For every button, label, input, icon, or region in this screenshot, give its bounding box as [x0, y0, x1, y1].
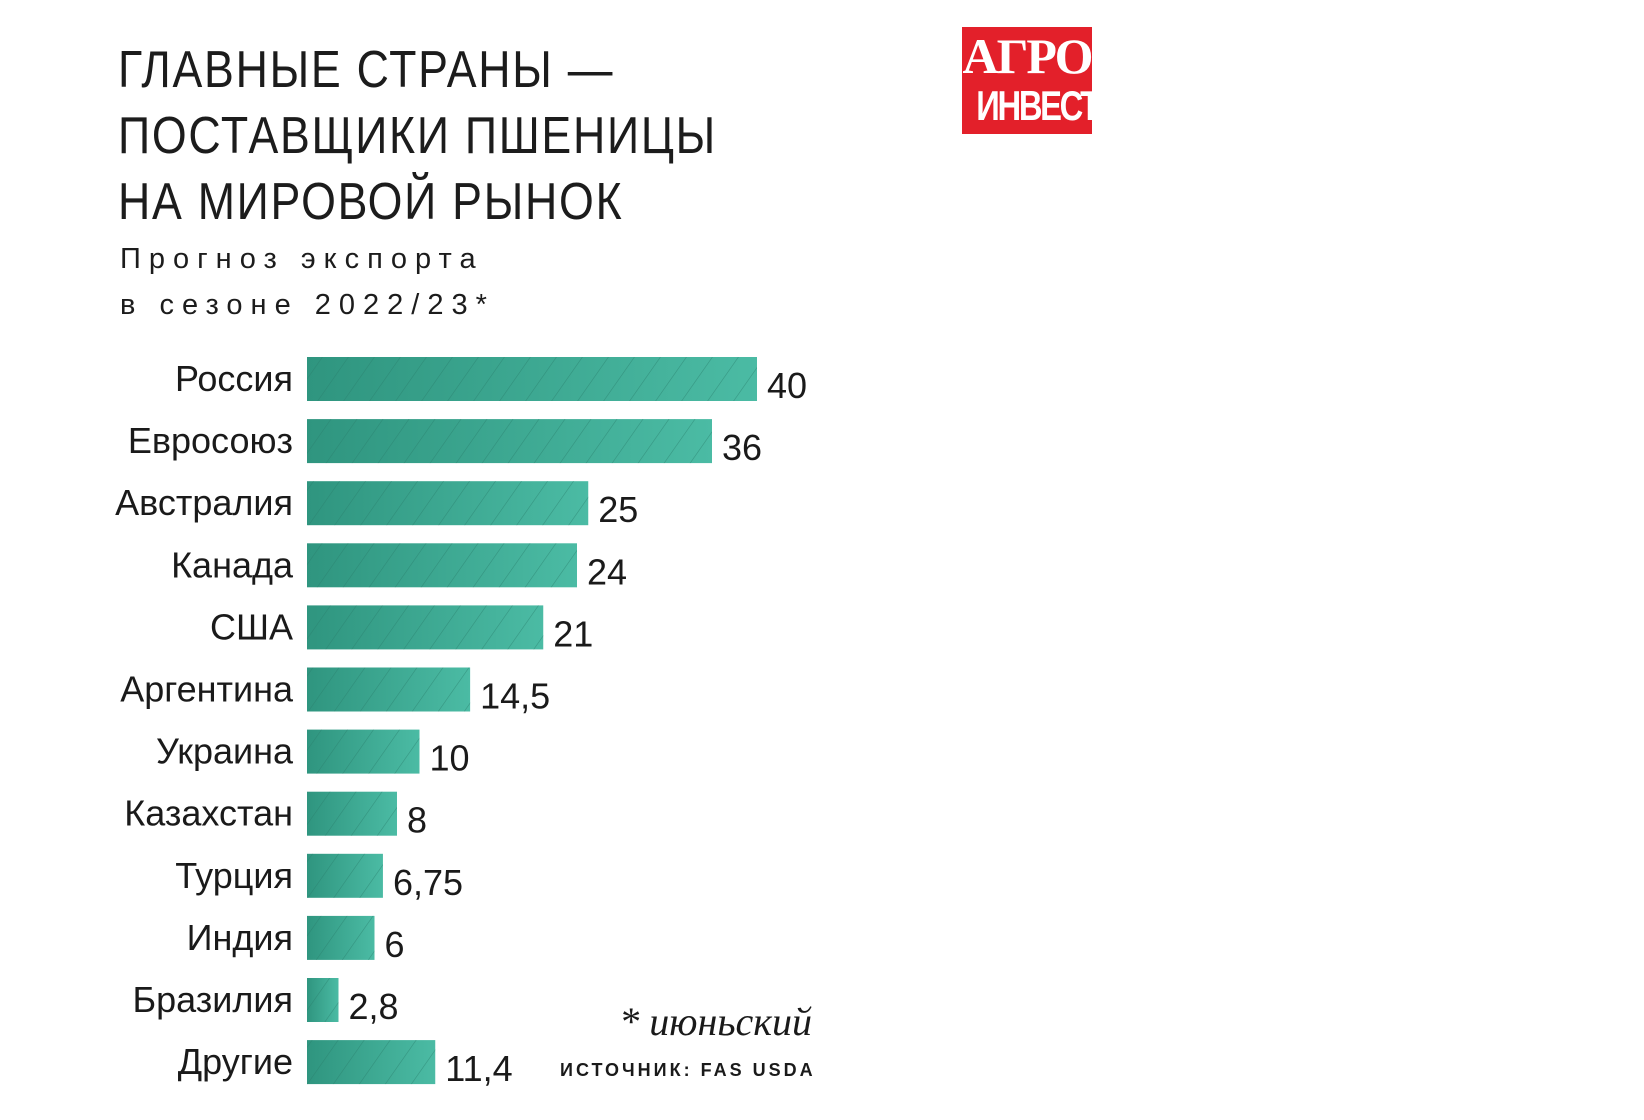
category-label: Украина — [156, 731, 294, 772]
value-label: 25 — [598, 489, 638, 530]
category-label: Казахстан — [124, 793, 293, 834]
bar-hatch — [307, 357, 757, 401]
bar-hatch — [307, 1040, 436, 1085]
bar-hatch — [307, 978, 339, 1022]
category-label: Австралия — [115, 482, 293, 523]
bar-hatch — [307, 481, 589, 526]
category-label: Россия — [175, 358, 293, 399]
chart-title-line-3: НА МИРОВОЙ РЫНОК — [118, 173, 624, 231]
value-label: 36 — [722, 427, 762, 468]
bar-hatch — [307, 915, 375, 960]
footnote: * июньский — [619, 999, 812, 1044]
chart-subtitle-line-1: Прогноз экспорта — [120, 243, 484, 275]
value-label: 10 — [430, 738, 470, 779]
agroinvestor-logo: АГРО ИНВЕСТОР — [962, 27, 1092, 134]
value-label: 2,8 — [349, 986, 399, 1027]
bar-hatch — [307, 543, 577, 588]
bar-hatch — [307, 853, 383, 898]
category-label: Бразилия — [133, 979, 294, 1020]
chart-title-line-1: ГЛАВНЫЕ СТРАНЫ — — [118, 41, 615, 99]
category-label: США — [210, 606, 293, 647]
value-label: 6,75 — [393, 862, 463, 903]
value-label: 14,5 — [480, 676, 550, 717]
value-label: 6 — [385, 924, 405, 965]
category-label: Аргентина — [120, 669, 294, 710]
bar-hatch — [307, 419, 712, 464]
chart-title-line-2: ПОСТАВЩИКИ ПШЕНИЦЫ — [118, 107, 717, 165]
bar-hatch — [307, 605, 544, 650]
value-label: 24 — [587, 551, 627, 592]
category-label: Евросоюз — [128, 420, 293, 461]
bar-hatch — [307, 729, 420, 774]
value-label: 21 — [553, 613, 593, 654]
chart-subtitle-line-2: в сезоне 2022/23* — [120, 289, 495, 321]
category-label: Канада — [171, 544, 294, 585]
category-label: Турция — [175, 855, 293, 896]
category-label: Другие — [178, 1041, 293, 1082]
bar-hatch — [307, 791, 397, 836]
source-label: ИСТОЧНИК: FAS USDA — [560, 1060, 816, 1080]
value-label: 8 — [407, 800, 427, 841]
category-label: Индия — [187, 917, 293, 958]
logo-text-bottom: ИНВЕСТОР — [976, 82, 1092, 129]
bar-hatch — [307, 667, 471, 712]
value-label: 40 — [767, 365, 807, 406]
logo-text-top: АГРО — [962, 28, 1092, 84]
value-label: 11,4 — [445, 1048, 512, 1089]
